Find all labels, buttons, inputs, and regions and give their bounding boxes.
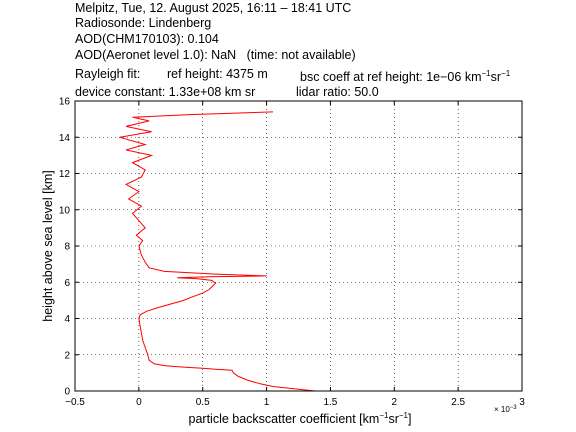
x-axis-multiplier: × 10−3 <box>494 405 517 414</box>
bsc-coeff-exponent-2: −1 <box>501 69 511 78</box>
y-tick-label: 16 <box>59 97 71 108</box>
x-tick-label: 0.5 <box>196 397 210 408</box>
x-tick-label: 1 <box>264 397 270 408</box>
figure-title: Melpitz, Tue, 12. August 2025, 16:11 – 1… <box>75 1 352 15</box>
aod-chm-label: AOD(CHM170103): 0.104 <box>75 32 219 46</box>
ref-height-label: ref height: 4375 m <box>167 67 268 81</box>
x-tick-label: 2.5 <box>451 397 465 408</box>
bsc-coeff-label: bsc coeff at ref height: 1e−06 km−1sr−1 <box>300 66 510 85</box>
x-tick-label: 0 <box>136 397 142 408</box>
rayleigh-fit-label: Rayleigh fit: <box>75 67 141 81</box>
x-tick-label: 3 <box>519 397 525 408</box>
aod-aeronet-label: AOD(Aeronet level 1.0): NaN (time: not a… <box>75 48 356 62</box>
x-axis-title: particle backscatter coefficient [km−1sr… <box>189 411 412 426</box>
radiosonde-label: Radiosonde: Lindenberg <box>75 16 212 30</box>
bsc-coeff-prefix: bsc coeff at ref height: 1e−06 km <box>300 70 482 84</box>
y-tick-label: 12 <box>59 169 71 180</box>
lidar-ratio-label: lidar ratio: 50.0 <box>296 85 379 99</box>
y-tick-label: 4 <box>64 314 70 325</box>
x-tick-label: −0.5 <box>65 397 85 408</box>
backscatter-profile-line <box>119 111 316 392</box>
bsc-coeff-exponent-1: −1 <box>481 69 491 78</box>
x-tick-label: 2 <box>392 397 398 408</box>
y-tick-label: 6 <box>64 278 70 289</box>
bsc-coeff-unit-sr: sr <box>490 70 502 84</box>
y-tick-label: 10 <box>59 205 71 216</box>
y-tick-label: 8 <box>64 242 70 253</box>
y-tick-label: 2 <box>64 350 70 361</box>
plot-area <box>75 101 522 391</box>
y-tick-label: 14 <box>59 133 71 144</box>
y-tick-label: 0 <box>64 387 70 398</box>
x-tick-label: 1.5 <box>323 397 337 408</box>
y-axis-title: height above sea level [km] <box>41 170 55 321</box>
device-constant-label: device constant: 1.33e+08 km sr <box>75 85 256 99</box>
